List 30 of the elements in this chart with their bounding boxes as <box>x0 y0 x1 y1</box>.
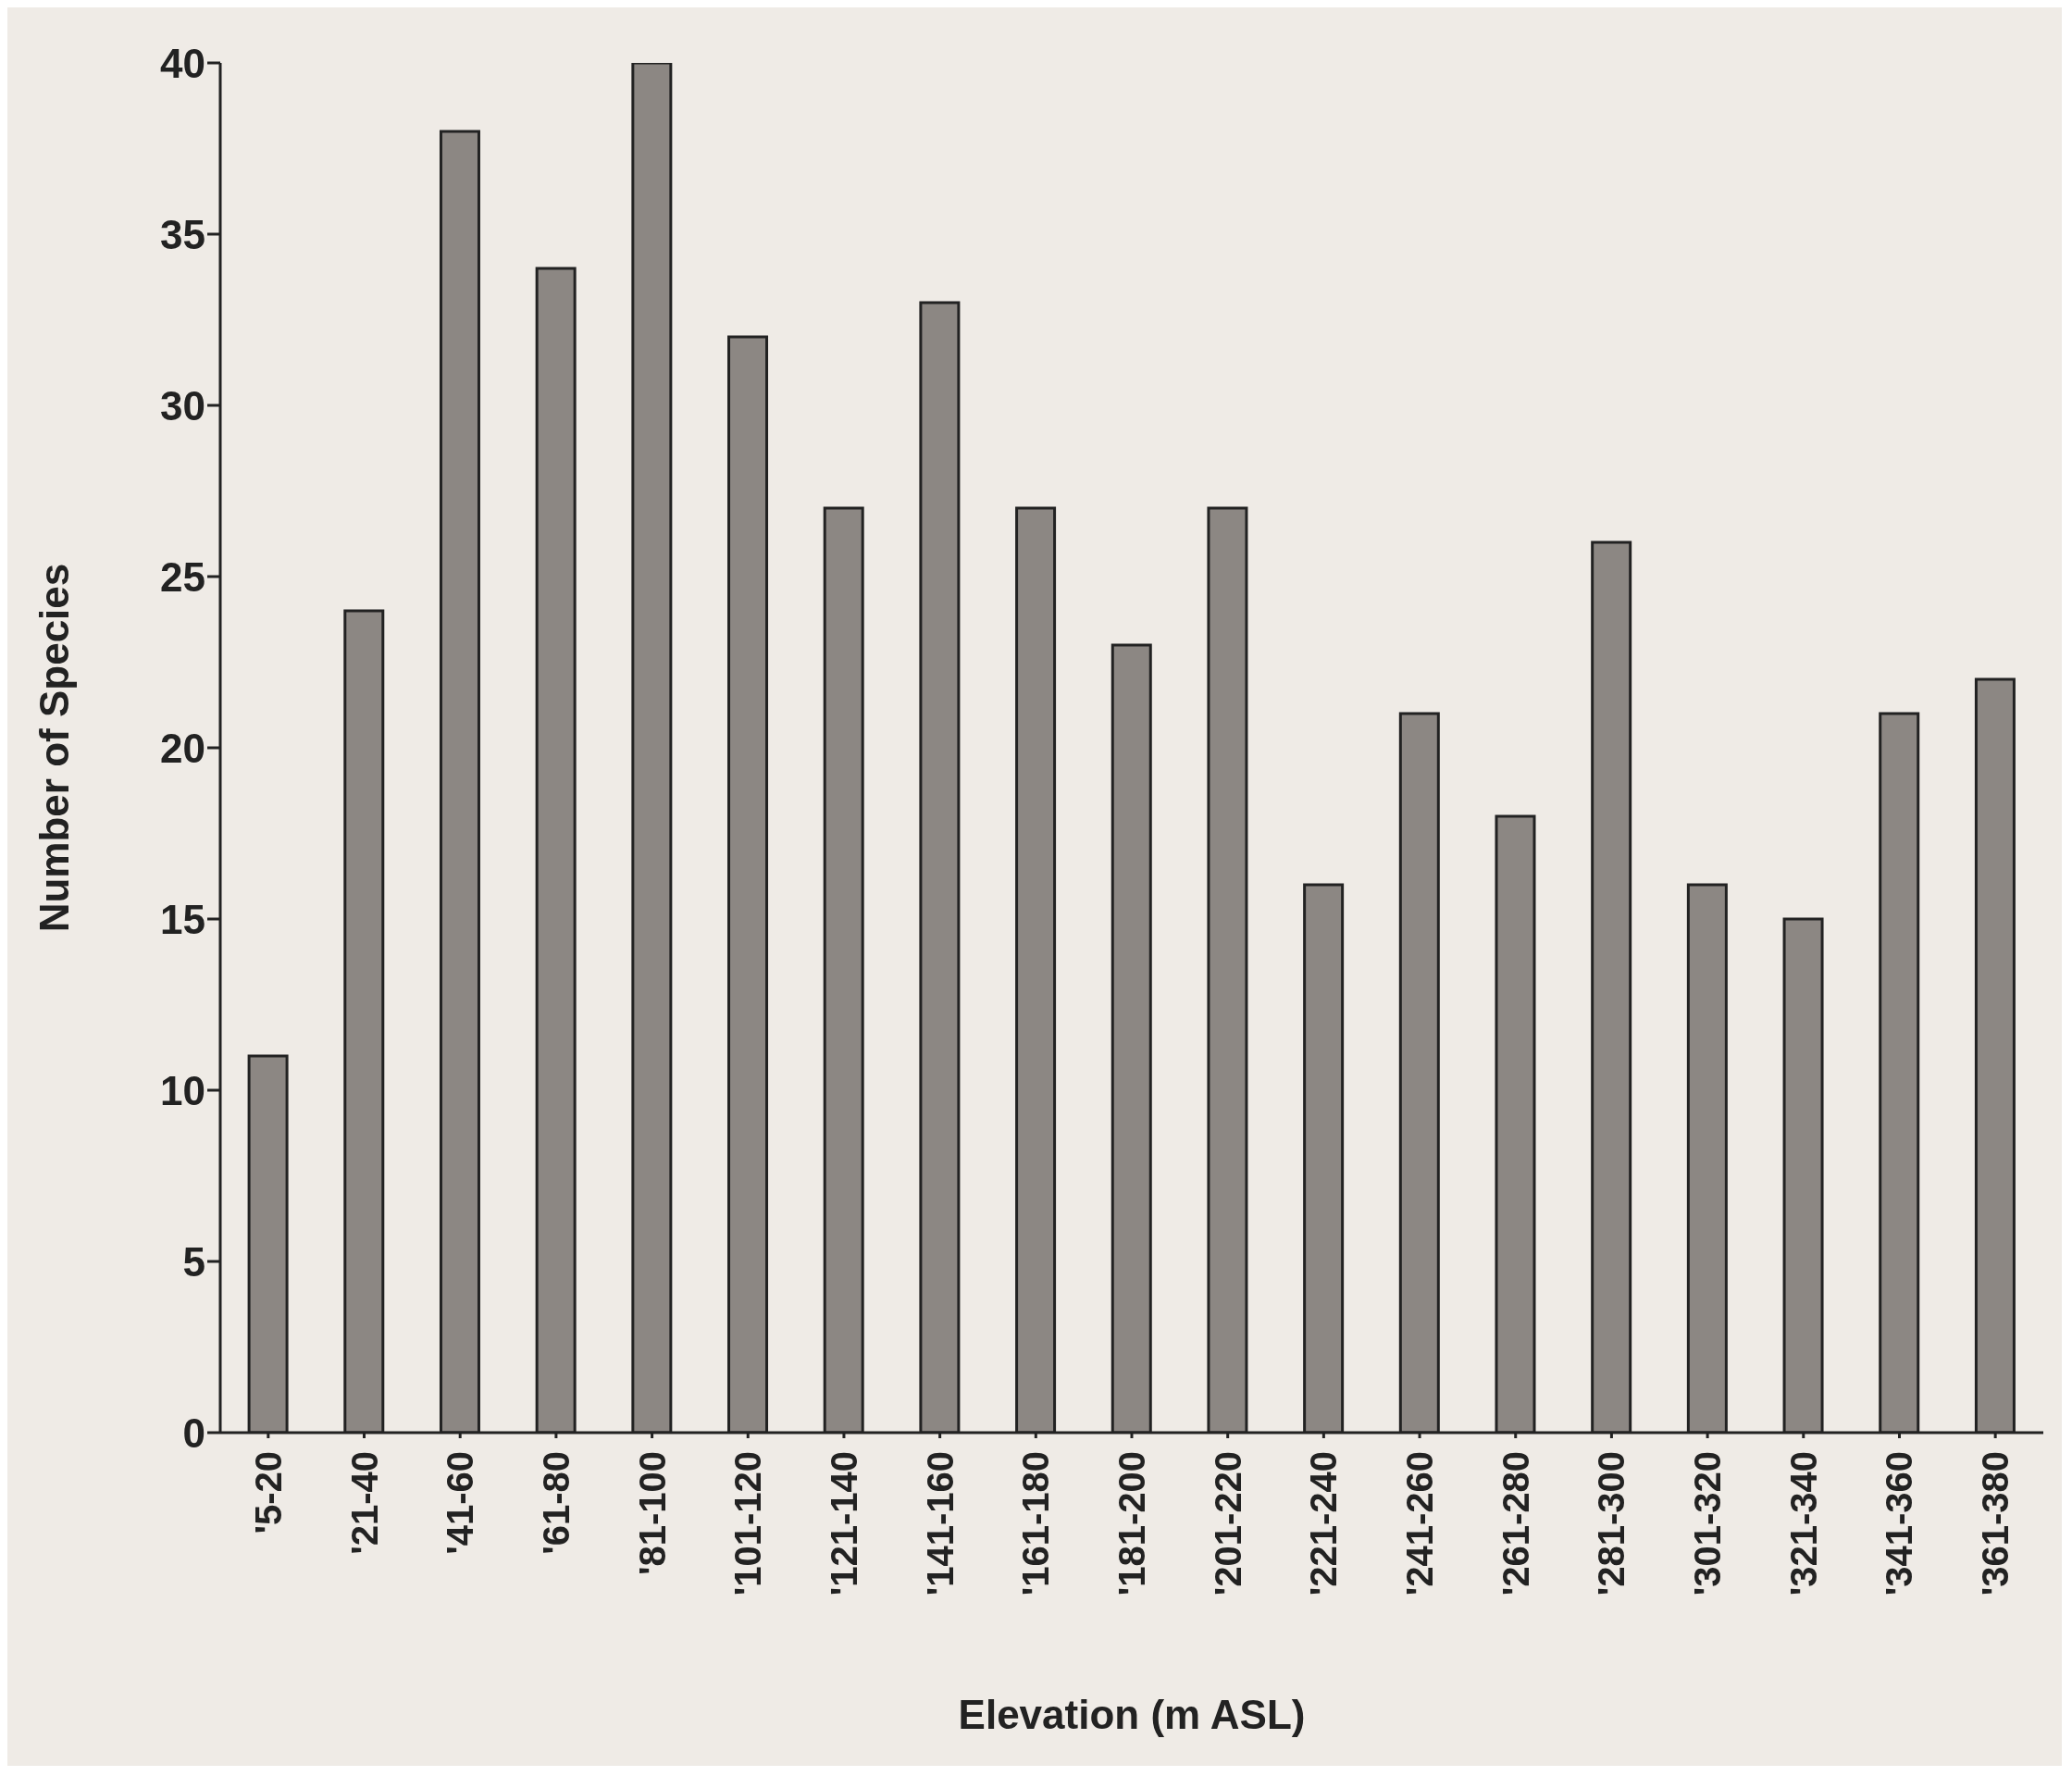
y-tick-label: 15 <box>160 896 205 942</box>
x-tick-label: '41-60 <box>440 1451 481 1555</box>
x-tick-label: '361-380 <box>1975 1451 2016 1596</box>
y-tick-label: 0 <box>182 1410 205 1456</box>
y-tick-label: 20 <box>160 725 205 771</box>
x-tick-label: '5-20 <box>247 1451 289 1534</box>
x-tick-label: '161-180 <box>1015 1451 1057 1596</box>
x-tick-label: '181-200 <box>1111 1451 1152 1596</box>
y-tick-label: 5 <box>182 1238 205 1285</box>
x-tick-label: '61-80 <box>535 1451 577 1555</box>
y-tick-label: 40 <box>160 40 205 86</box>
y-tick-label: 30 <box>160 382 205 428</box>
x-tick-label: '21-40 <box>343 1451 385 1555</box>
x-tick-label: '321-340 <box>1782 1451 1824 1596</box>
x-tick-label: '241-260 <box>1399 1451 1441 1596</box>
y-tick-label: 10 <box>160 1067 205 1113</box>
x-tick-label: '101-120 <box>727 1451 769 1596</box>
x-tick-label: '261-280 <box>1495 1451 1536 1596</box>
x-axis-title: Elevation (m ASL) <box>958 1692 1306 1737</box>
y-tick-label: 25 <box>160 553 205 600</box>
y-axis-title: Number of Species <box>31 563 77 933</box>
x-tick-label: '81-100 <box>631 1451 673 1576</box>
x-tick-label: '121-140 <box>823 1451 864 1596</box>
x-tick-label: '141-160 <box>919 1451 961 1596</box>
x-tick-label: '221-240 <box>1303 1451 1345 1596</box>
x-tick-label: '281-300 <box>1591 1451 1632 1596</box>
x-tick-label: '341-360 <box>1879 1451 1920 1596</box>
y-tick-label: 35 <box>160 211 205 257</box>
x-tick-label: '301-320 <box>1687 1451 1729 1596</box>
x-tick-label: '201-220 <box>1207 1451 1248 1596</box>
